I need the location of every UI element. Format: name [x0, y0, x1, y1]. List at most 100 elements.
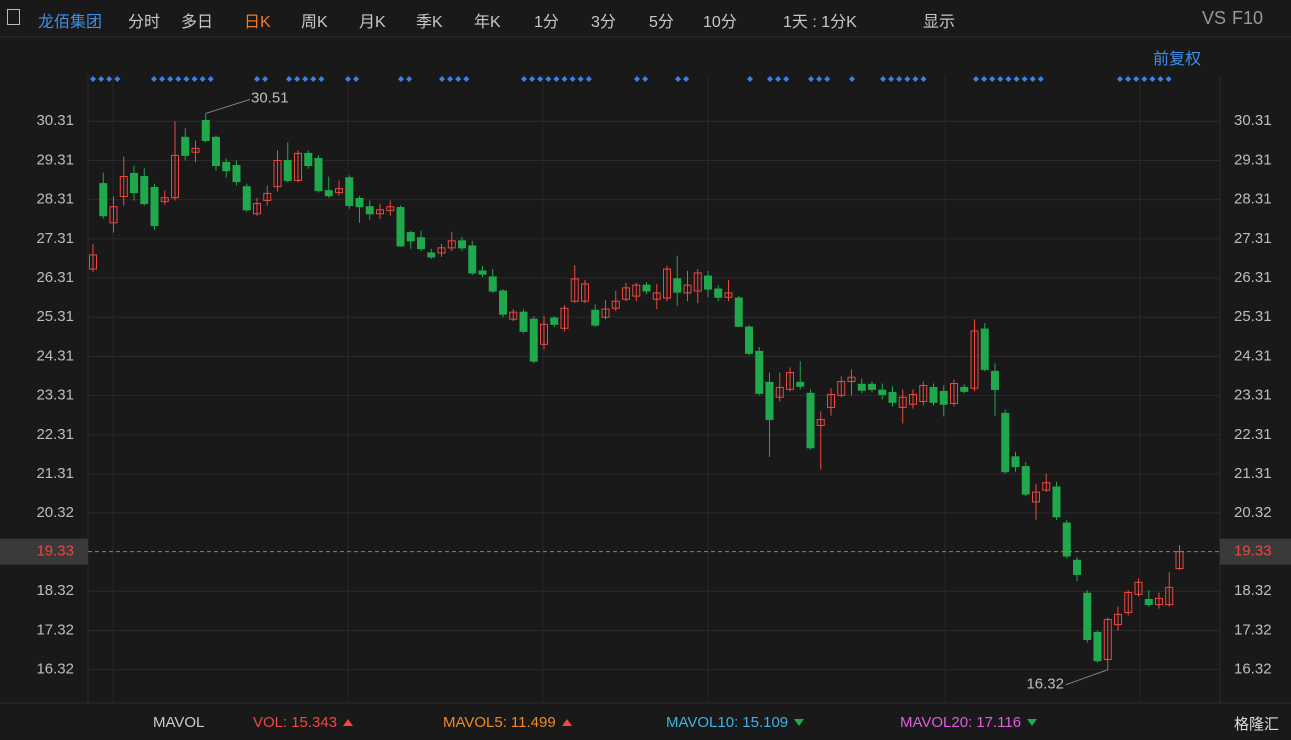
candle-body [160, 197, 169, 203]
display[interactable]: 显示 [923, 14, 956, 31]
candle-body [273, 159, 282, 188]
y-tick-label: 17.32 [36, 621, 74, 638]
candle-body [611, 300, 620, 309]
tab[interactable]: 5分 [649, 14, 674, 31]
tab[interactable]: 日K [244, 14, 271, 31]
menu-icon[interactable] [7, 9, 20, 25]
indicator-value: 15.109 [742, 714, 789, 731]
event-dot [254, 76, 260, 82]
candle-body [919, 384, 928, 403]
event-dot [569, 76, 576, 82]
event-dot [175, 76, 182, 82]
candle-body [437, 247, 446, 254]
event-dot [294, 76, 301, 82]
candle-body [1011, 456, 1020, 468]
indicator-name[interactable]: MAVOL [153, 714, 205, 731]
indicator-name: VOL: [253, 714, 288, 731]
candle-body [335, 188, 343, 194]
candle-body [396, 206, 405, 247]
event-dot [98, 76, 105, 82]
candle-body [99, 183, 108, 217]
candle-body [950, 383, 958, 405]
event-dot [1149, 76, 1156, 82]
event-dot [447, 76, 454, 82]
f10[interactable]: F10 [1232, 8, 1264, 28]
candle-body [642, 284, 651, 292]
candle-body [222, 161, 231, 172]
candle-body [130, 172, 138, 194]
event-dot [191, 76, 198, 82]
event-dot [302, 76, 309, 82]
tab[interactable]: 季K [416, 14, 443, 31]
max-label: 30.51 [251, 89, 289, 106]
indicator-name: MAVOL5: [443, 714, 507, 731]
candle-body [212, 136, 220, 167]
candle-body [253, 203, 261, 215]
event-dot [1005, 76, 1012, 82]
interval[interactable]: 1天 : 1分K [783, 14, 857, 31]
tab[interactable]: 月K [359, 14, 386, 31]
event-dot [106, 76, 113, 82]
candle-body [734, 297, 743, 327]
candle-body [447, 240, 456, 249]
candle-body [191, 147, 200, 153]
candle-body [888, 392, 897, 403]
candle-body [109, 206, 118, 224]
trend-arrow [794, 719, 805, 726]
tab[interactable]: 分时 [128, 14, 161, 31]
vs[interactable]: VS [1202, 8, 1227, 28]
event-dot [1133, 76, 1140, 82]
candle-body [560, 307, 569, 329]
y2-tick-label: 20.32 [1234, 504, 1272, 521]
candle-body [478, 270, 487, 275]
candle-body [1124, 591, 1133, 613]
event-dot [90, 76, 96, 82]
y2-tick-label: 29.31 [1234, 151, 1272, 168]
tab[interactable]: 多日 [181, 14, 214, 31]
event-dot [521, 76, 527, 82]
candle-body [755, 350, 764, 394]
candle-body [857, 383, 866, 391]
adjust[interactable]: 前复权 [1153, 51, 1202, 68]
event-dot [849, 76, 855, 82]
tab[interactable]: 3分 [591, 14, 616, 31]
candle-body [909, 393, 917, 405]
tab[interactable]: 周K [301, 14, 328, 31]
event-dot [767, 76, 773, 82]
candle-body [827, 393, 835, 408]
tab[interactable]: 1分 [534, 14, 559, 31]
candle-body [796, 381, 805, 387]
candle-body [150, 187, 159, 227]
event-dot [989, 76, 996, 82]
indicator-value: 11.499 [510, 714, 556, 731]
tab[interactable]: 10分 [703, 14, 737, 31]
y2-tick-label: 16.32 [1234, 661, 1272, 678]
candle-body [1052, 486, 1061, 518]
event-dot [920, 76, 927, 82]
y2-tick-label: 21.31 [1234, 465, 1272, 482]
candle-body [991, 370, 999, 390]
y-tick-label: 20.32 [36, 504, 74, 521]
y-tick-label: 29.31 [36, 151, 74, 168]
tab[interactable]: 年K [474, 14, 501, 31]
candle-body [939, 390, 948, 405]
candle-body [499, 290, 507, 315]
candle-body [765, 381, 774, 421]
candle-body [1042, 482, 1051, 491]
candle-body [898, 396, 907, 408]
candle-body [683, 284, 692, 294]
y-tick-label: 27.31 [36, 230, 74, 247]
event-dot [808, 76, 814, 82]
candle-body [960, 386, 969, 392]
event-dot [981, 76, 988, 82]
event-dot [973, 76, 979, 82]
y-tick-label: 28.31 [36, 191, 74, 208]
candle-body [1175, 551, 1184, 570]
stock-name[interactable]: 龙佰集团 [38, 14, 103, 31]
candle-body [263, 192, 272, 201]
event-dot [545, 76, 552, 82]
candle-body [601, 308, 610, 318]
candle-body [980, 328, 989, 370]
trend-arrow-shape [794, 719, 805, 726]
event-dot [912, 76, 919, 82]
